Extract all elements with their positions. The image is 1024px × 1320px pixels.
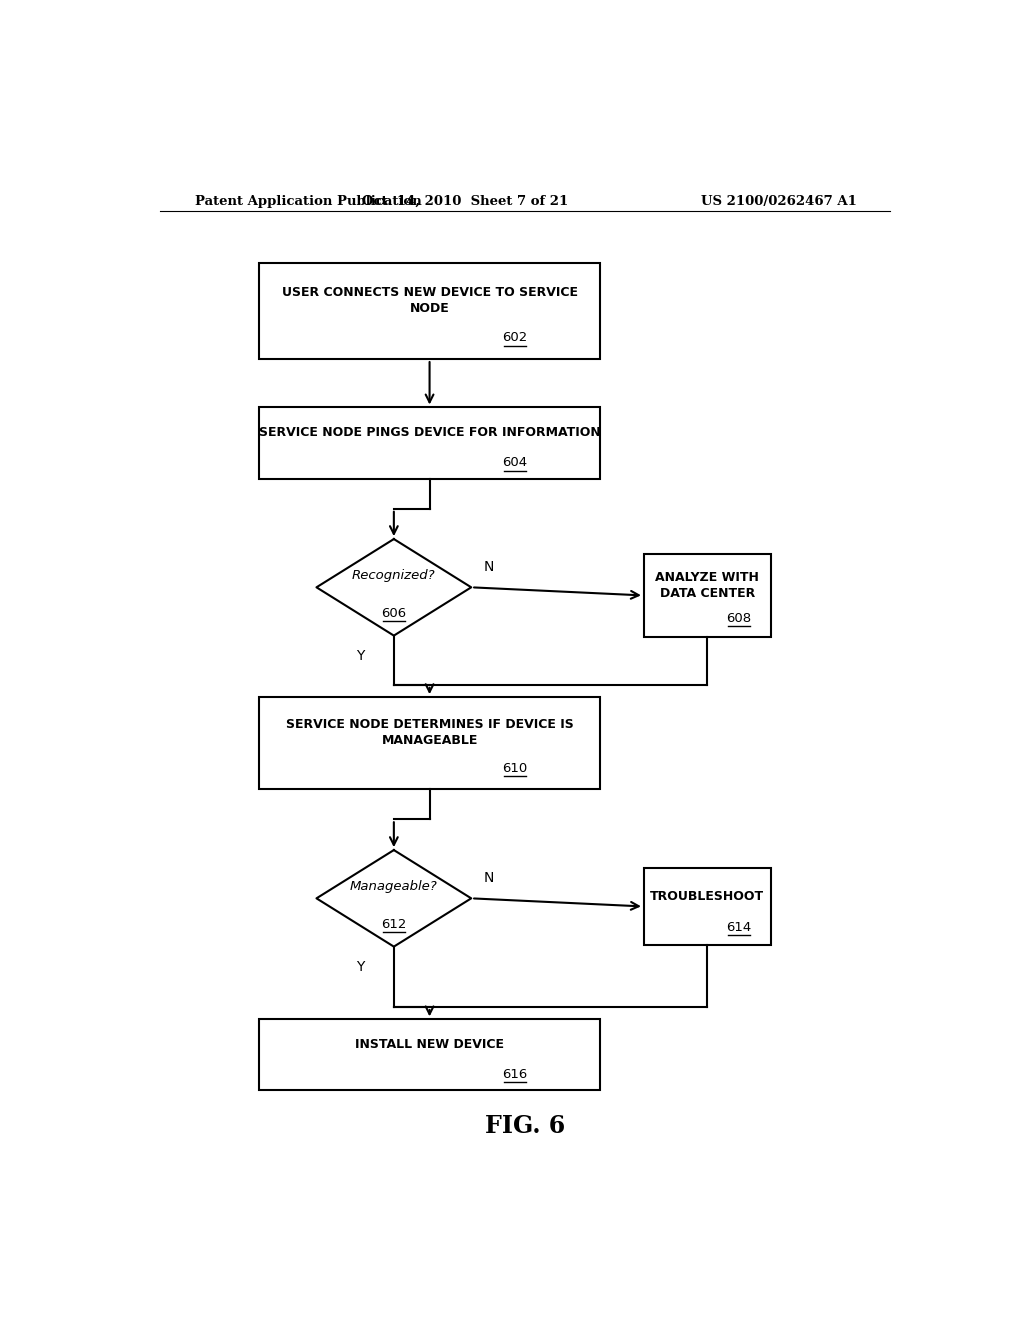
FancyBboxPatch shape bbox=[259, 697, 600, 788]
Text: MANAGEABLE: MANAGEABLE bbox=[381, 734, 478, 747]
Text: Y: Y bbox=[356, 960, 365, 974]
Text: ANALYZE WITH: ANALYZE WITH bbox=[655, 570, 759, 583]
Text: 614: 614 bbox=[726, 921, 752, 935]
Text: N: N bbox=[483, 560, 494, 574]
Text: Oct. 14, 2010  Sheet 7 of 21: Oct. 14, 2010 Sheet 7 of 21 bbox=[362, 194, 568, 207]
Text: INSTALL NEW DEVICE: INSTALL NEW DEVICE bbox=[355, 1039, 504, 1051]
Text: Patent Application Publication: Patent Application Publication bbox=[196, 194, 422, 207]
FancyBboxPatch shape bbox=[644, 869, 771, 945]
Text: NODE: NODE bbox=[410, 302, 450, 315]
Text: SERVICE NODE DETERMINES IF DEVICE IS: SERVICE NODE DETERMINES IF DEVICE IS bbox=[286, 718, 573, 731]
Text: FIG. 6: FIG. 6 bbox=[484, 1114, 565, 1138]
Text: 616: 616 bbox=[502, 1068, 527, 1081]
FancyBboxPatch shape bbox=[259, 263, 600, 359]
FancyBboxPatch shape bbox=[259, 408, 600, 479]
FancyBboxPatch shape bbox=[259, 1019, 600, 1090]
Text: 602: 602 bbox=[502, 331, 527, 345]
Text: SERVICE NODE PINGS DEVICE FOR INFORMATION: SERVICE NODE PINGS DEVICE FOR INFORMATIO… bbox=[259, 426, 600, 440]
Polygon shape bbox=[316, 539, 471, 636]
Polygon shape bbox=[316, 850, 471, 946]
Text: USER CONNECTS NEW DEVICE TO SERVICE: USER CONNECTS NEW DEVICE TO SERVICE bbox=[282, 286, 578, 300]
FancyBboxPatch shape bbox=[644, 554, 771, 638]
Text: Manageable?: Manageable? bbox=[350, 879, 437, 892]
Text: DATA CENTER: DATA CENTER bbox=[659, 587, 755, 599]
Text: 612: 612 bbox=[381, 919, 407, 932]
Text: TROUBLESHOOT: TROUBLESHOOT bbox=[650, 890, 764, 903]
Text: 606: 606 bbox=[381, 607, 407, 620]
Text: US 2100/0262467 A1: US 2100/0262467 A1 bbox=[700, 194, 857, 207]
Text: 604: 604 bbox=[503, 457, 527, 470]
Text: Y: Y bbox=[356, 649, 365, 663]
Text: N: N bbox=[483, 871, 494, 884]
Text: 610: 610 bbox=[502, 762, 527, 775]
Text: Recognized?: Recognized? bbox=[352, 569, 435, 582]
Text: 608: 608 bbox=[726, 612, 752, 626]
